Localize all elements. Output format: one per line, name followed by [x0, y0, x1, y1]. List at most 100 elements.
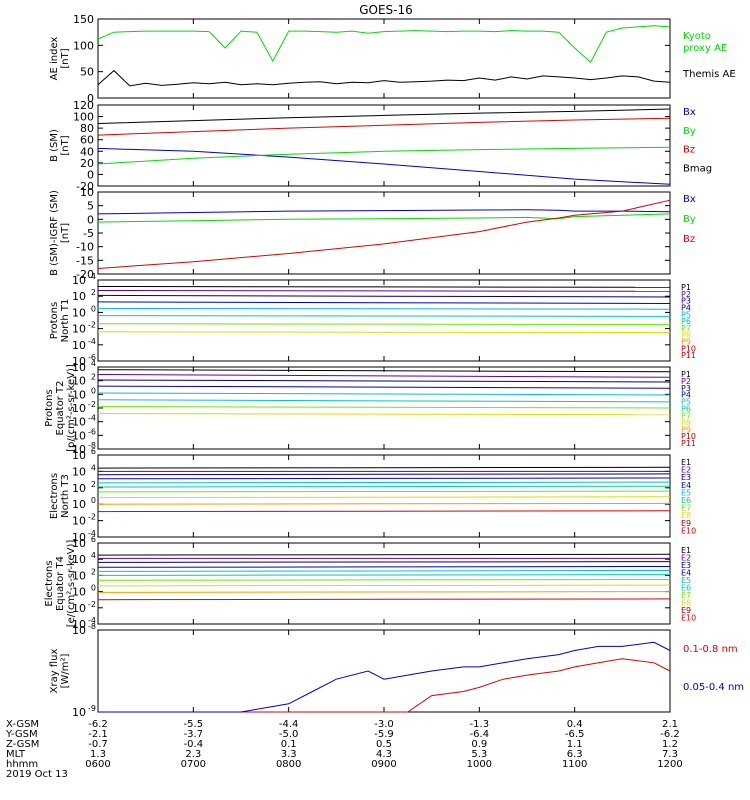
y-tick-exponent: -2 — [88, 600, 96, 609]
legend-entry: Themis AE — [682, 69, 736, 80]
y-tick-label: 10 — [72, 586, 86, 599]
y-tick-exponent: 6 — [91, 535, 96, 544]
x-row-value: -3.0 — [374, 719, 394, 730]
y-tick-exponent: 2 — [91, 373, 96, 382]
y-tick-label: 10 — [72, 465, 86, 478]
legend-entry: P5 — [681, 398, 691, 407]
legend-entry: Bmag — [683, 163, 712, 174]
x-row-value: 3.3 — [281, 749, 297, 760]
y-axis-label: [nT] — [60, 223, 71, 243]
legend-entry: E1 — [681, 458, 691, 467]
legend-entry: E7 — [681, 591, 691, 600]
series-line-bx — [97, 147, 671, 185]
y-tick-label: 10 — [72, 274, 86, 287]
series-line-kyoto-proxy-ae — [97, 25, 671, 63]
x-row-value: -3.7 — [184, 729, 204, 740]
y-tick-label: -10 — [76, 241, 94, 254]
series-line-p5 — [97, 307, 671, 310]
y-tick-exponent: 0 — [91, 496, 96, 505]
y-tick-label: 80 — [80, 122, 94, 135]
y-axis-label: North T1 — [60, 299, 71, 343]
y-tick-exponent: 4 — [91, 463, 96, 472]
y-tick-exponent: -8 — [88, 441, 96, 450]
y-axis-label: [nT] — [60, 135, 71, 155]
series-line-e8 — [97, 584, 671, 587]
legend-entry: 0.05-0.4 nm — [683, 682, 744, 693]
series-line-p7 — [97, 406, 671, 409]
legend-entry: E9 — [681, 519, 691, 528]
legend-entry: P3 — [681, 384, 691, 393]
y-axis-label: B (SM) — [49, 129, 60, 162]
y-axis-label: [p/(cm²-s-sr-keV)] — [66, 364, 77, 452]
y-axis-label: Electrons — [49, 473, 60, 519]
x-row-value: 0700 — [181, 759, 206, 770]
series-line-themis-ae — [97, 69, 671, 87]
legend-entry: P2 — [681, 377, 691, 386]
legend-entry: proxy AE — [683, 43, 727, 54]
x-row-value: -0.7 — [88, 739, 108, 750]
legend-entry: P6 — [681, 405, 691, 414]
y-tick-label: 10 — [72, 290, 86, 303]
y-tick-label: 10 — [72, 618, 86, 631]
legend-entry: Bx — [683, 107, 696, 118]
y-tick-label: 0 — [87, 168, 94, 181]
legend-entry: E2 — [681, 554, 691, 563]
y-tick-label: 10 — [72, 429, 86, 442]
y-tick-label: 100 — [73, 39, 94, 52]
series-line-p5 — [97, 392, 671, 396]
series-line-p8 — [97, 331, 671, 334]
y-axis-label: Protons — [49, 302, 60, 339]
series-line-e9 — [97, 502, 671, 505]
y-tick-exponent: -6 — [88, 353, 96, 362]
y-tick-label: 10 — [72, 375, 86, 388]
legend-entry: E5 — [681, 576, 691, 585]
y-tick-label: 10 — [72, 569, 86, 582]
y-tick-label: 10 — [72, 323, 86, 336]
y-tick-label: 10 — [72, 402, 86, 415]
series-line-e8 — [97, 496, 671, 499]
series-line-0-05-0-4-nm — [98, 641, 671, 713]
y-tick-label: 10 — [72, 706, 86, 719]
y-tick-exponent: 0 — [91, 386, 96, 395]
y-tick-exponent: 2 — [91, 567, 96, 576]
legend-entry: E1 — [681, 546, 691, 555]
series-line-0-1-0-8-nm — [98, 658, 671, 713]
x-row-value: -6.2 — [660, 729, 680, 740]
legend-entry: E4 — [681, 569, 691, 578]
y-tick-label: 10 — [72, 339, 86, 352]
x-row-value: 5.3 — [471, 749, 487, 760]
legend-entry: P10 — [681, 344, 696, 353]
y-tick-exponent: -2 — [88, 321, 96, 330]
x-row-value: -2.1 — [88, 729, 108, 740]
x-row-value: 1000 — [467, 759, 492, 770]
y-tick-label: 10 — [72, 443, 86, 456]
legend-entry: Bx — [683, 194, 696, 205]
legend-entry: P8 — [681, 418, 691, 427]
panel-frame — [97, 629, 671, 713]
y-tick-label: 5 — [87, 200, 94, 213]
y-tick-label: 50 — [80, 66, 94, 79]
legend-entry: P9 — [681, 338, 691, 347]
x-row-label: Y-GSM — [5, 729, 38, 740]
y-tick-label: 10 — [72, 416, 86, 429]
y-tick-label: 10 — [80, 186, 94, 199]
x-row-label: MLT — [6, 749, 26, 760]
y-tick-exponent: 4 — [91, 359, 96, 368]
x-row-value: 1.1 — [567, 739, 583, 750]
legend-entry: E3 — [681, 561, 691, 570]
y-tick-label: 10 — [72, 624, 86, 637]
legend-entry: E3 — [681, 473, 691, 482]
y-tick-exponent: -4 — [88, 616, 96, 625]
series-line-p1 — [97, 286, 671, 288]
series-line-e3 — [97, 561, 671, 563]
y-tick-exponent: 4 — [91, 551, 96, 560]
x-row-value: 1.2 — [662, 739, 678, 750]
legend-entry: E2 — [681, 466, 691, 475]
series-line-bz — [97, 199, 671, 269]
series-line-e4 — [97, 477, 671, 480]
y-tick-label: 10 — [72, 361, 86, 374]
